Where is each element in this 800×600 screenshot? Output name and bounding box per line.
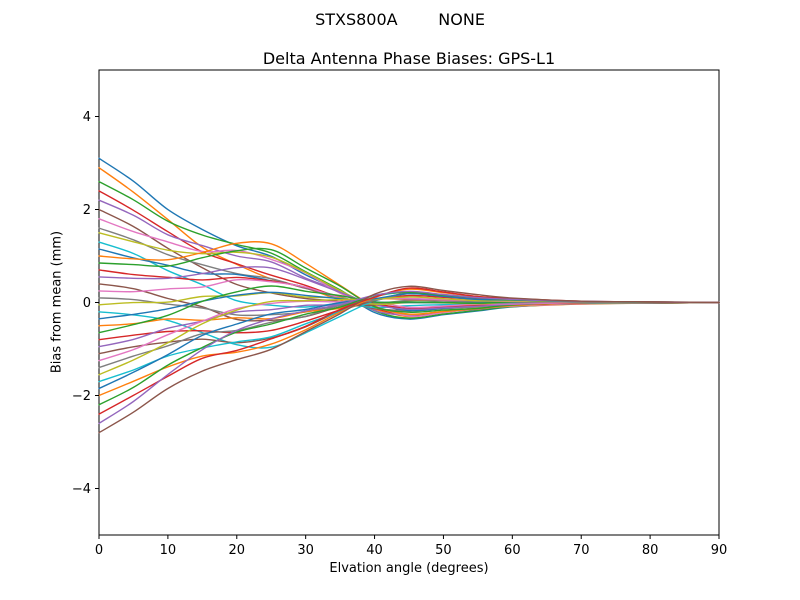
x-axis-label: Elvation angle (degrees) [329, 561, 489, 576]
bias-line [98, 285, 720, 434]
x-axis-ticks: 0 10 20 30 40 50 60 70 80 90 [95, 535, 727, 558]
x-tick-label: 30 [297, 543, 314, 558]
y-tick-label: 4 [83, 110, 91, 125]
bias-lines [98, 157, 720, 434]
x-tick-label: 40 [366, 543, 383, 558]
y-tick-label: 0 [83, 296, 91, 311]
y-axis-ticks: −4 −2 0 2 4 [72, 110, 99, 497]
x-tick-label: 60 [504, 543, 521, 558]
chart-title: Delta Antenna Phase Biases: GPS-L1 [262, 49, 556, 68]
x-tick-label: 10 [160, 543, 177, 558]
x-tick-label: 50 [435, 543, 452, 558]
x-tick-label: 90 [711, 543, 728, 558]
x-tick-label: 80 [642, 543, 659, 558]
x-tick-label: 0 [95, 543, 103, 558]
y-tick-label: 2 [83, 203, 91, 218]
y-tick-label: −2 [72, 389, 91, 404]
y-axis-label: Bias from mean (mm) [49, 230, 65, 374]
y-tick-label: −4 [72, 482, 91, 497]
x-tick-label: 20 [229, 543, 246, 558]
x-tick-label: 70 [573, 543, 590, 558]
figure-suptitle: STXS800A NONE [315, 10, 485, 29]
